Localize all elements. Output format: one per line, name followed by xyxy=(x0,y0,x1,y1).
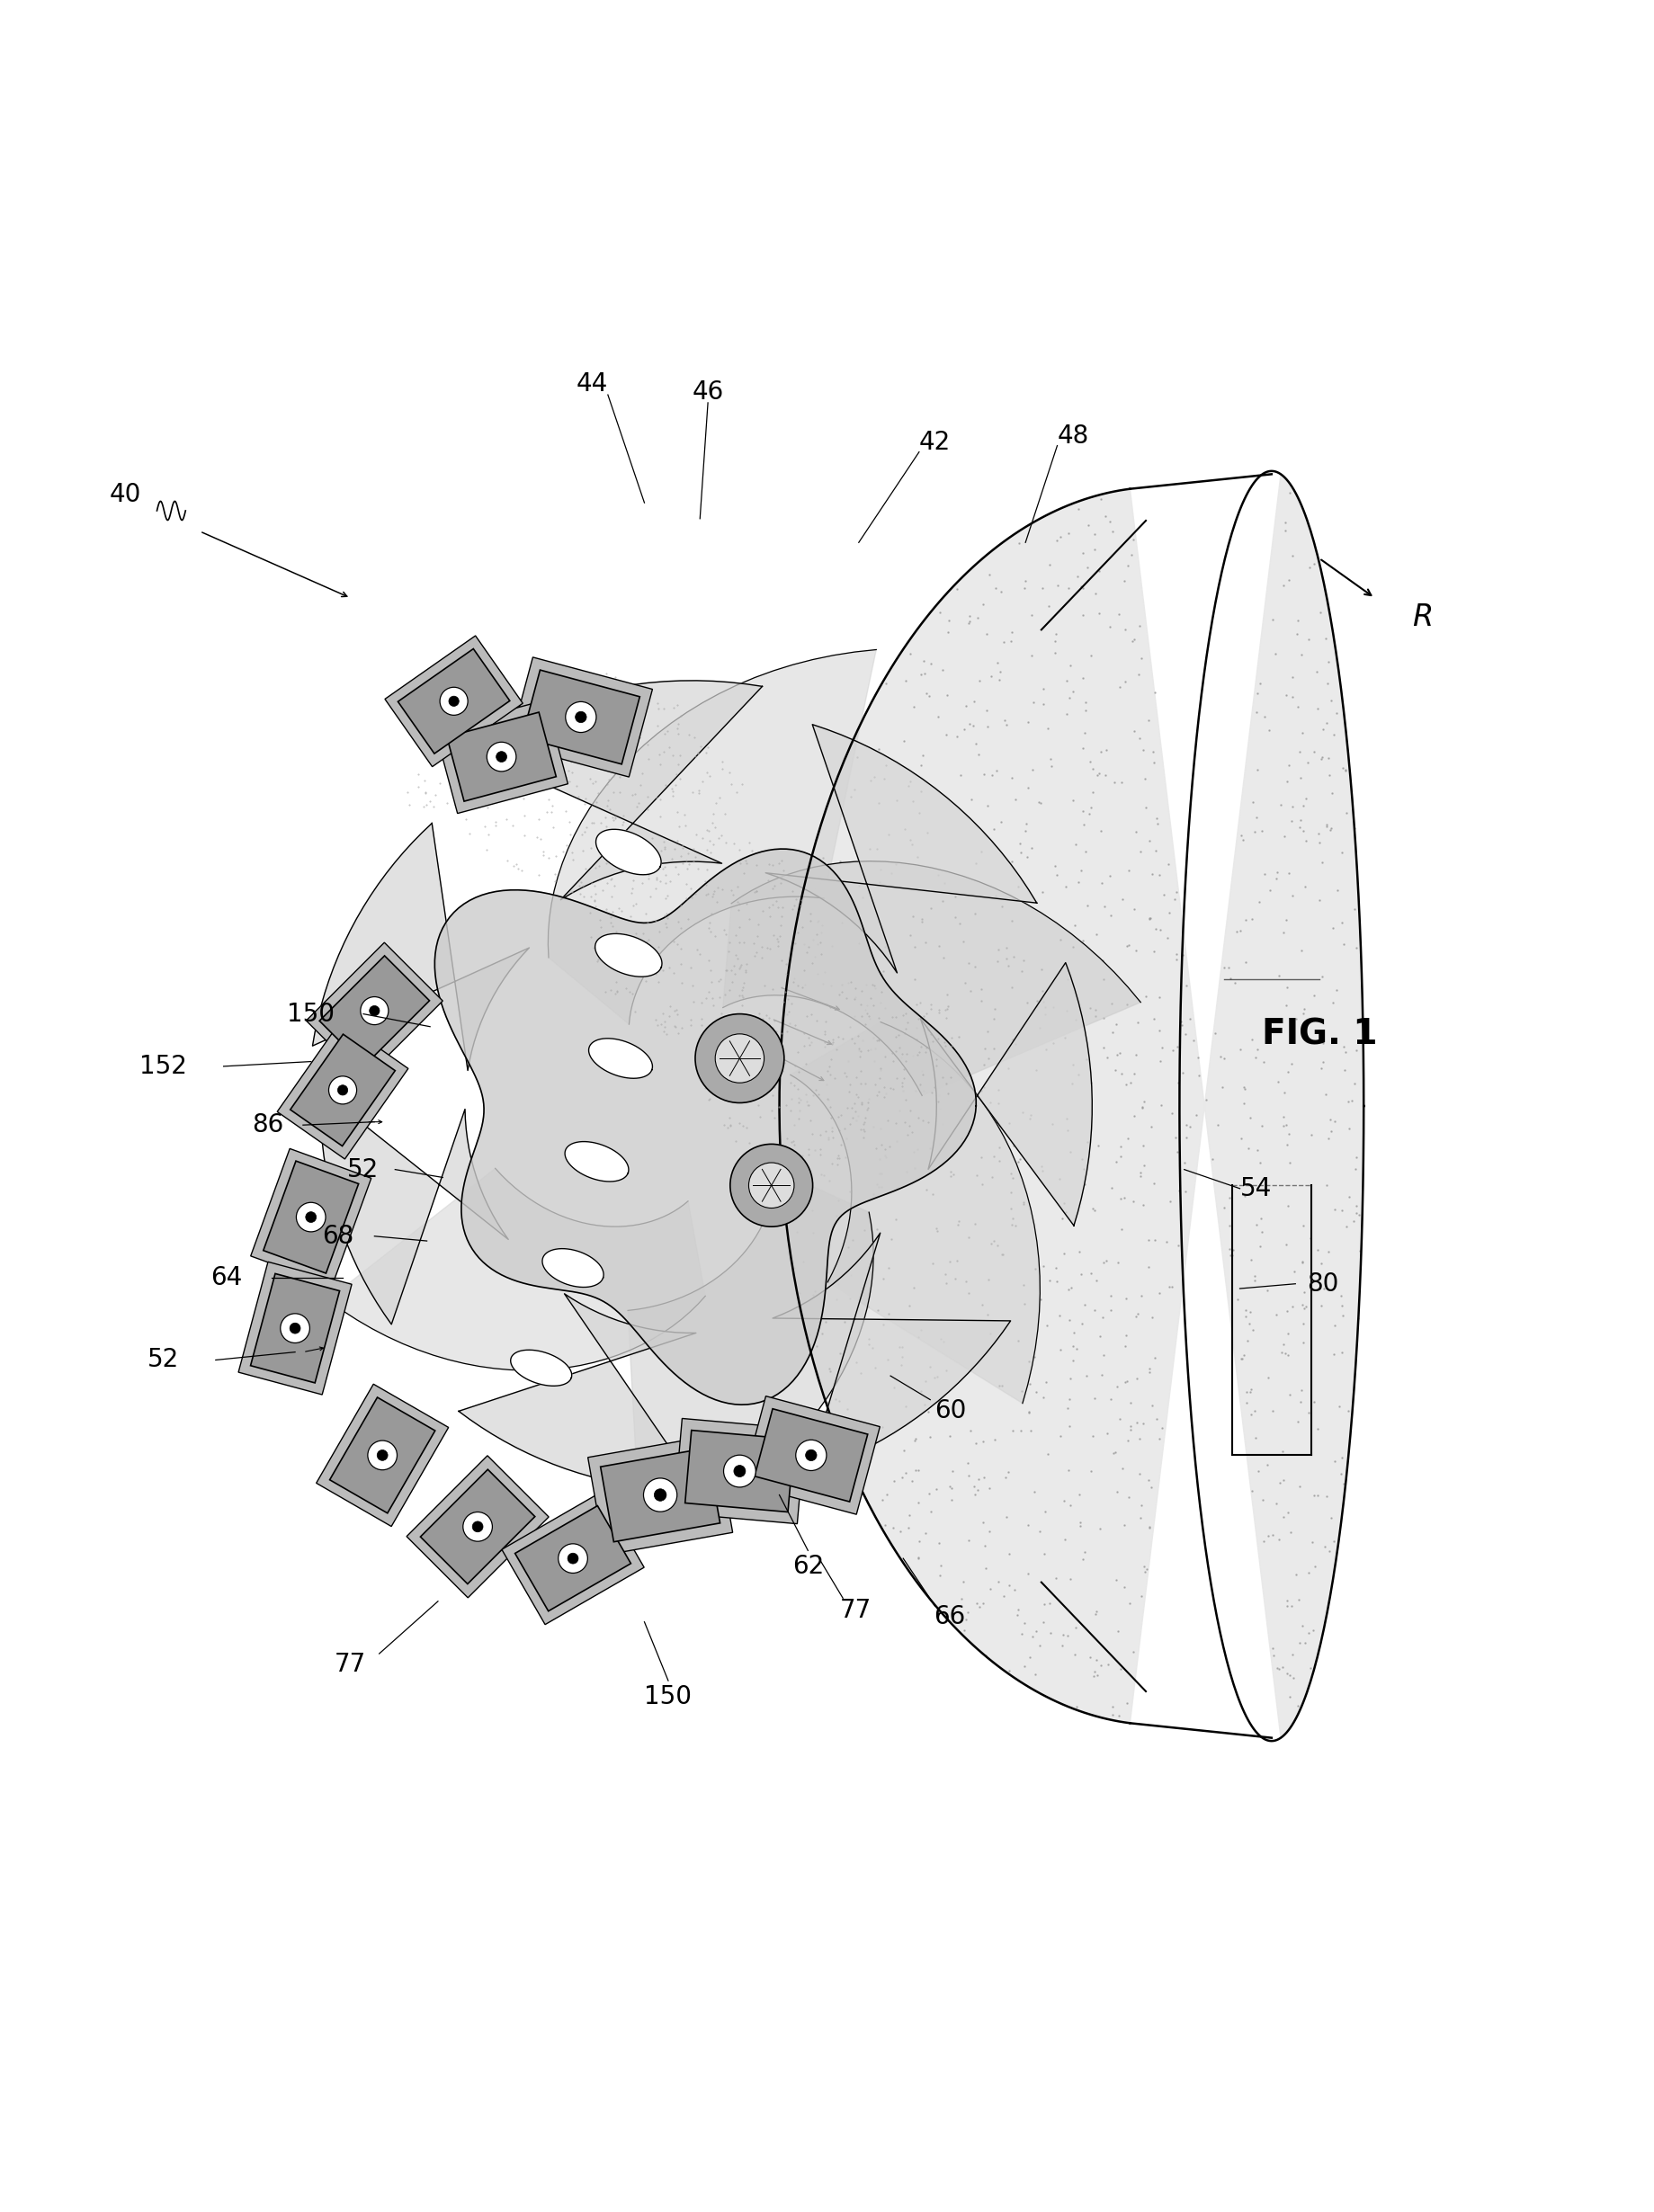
Polygon shape xyxy=(629,1168,873,1531)
Text: 86: 86 xyxy=(251,1113,284,1137)
Circle shape xyxy=(369,1006,379,1015)
Polygon shape xyxy=(509,657,652,776)
Circle shape xyxy=(723,1455,756,1486)
Text: 60: 60 xyxy=(935,1398,966,1422)
Text: 77: 77 xyxy=(840,1599,872,1624)
Polygon shape xyxy=(278,1022,409,1159)
Circle shape xyxy=(655,1489,667,1502)
Circle shape xyxy=(695,1013,784,1104)
Polygon shape xyxy=(685,1431,794,1513)
Circle shape xyxy=(486,741,516,772)
Polygon shape xyxy=(407,1455,549,1597)
Polygon shape xyxy=(754,1409,868,1502)
Circle shape xyxy=(296,1203,326,1232)
Text: R: R xyxy=(1413,602,1432,633)
Circle shape xyxy=(559,1544,587,1573)
Polygon shape xyxy=(319,956,430,1066)
Polygon shape xyxy=(385,635,523,768)
Polygon shape xyxy=(321,1091,508,1325)
Polygon shape xyxy=(435,849,976,1405)
Circle shape xyxy=(567,1553,579,1564)
Polygon shape xyxy=(316,1385,448,1526)
Polygon shape xyxy=(447,712,556,801)
Polygon shape xyxy=(600,1449,719,1542)
Circle shape xyxy=(281,1314,309,1343)
Circle shape xyxy=(566,701,595,732)
Text: 46: 46 xyxy=(691,378,724,405)
Circle shape xyxy=(289,1323,301,1334)
Polygon shape xyxy=(743,1396,880,1515)
Circle shape xyxy=(805,1449,817,1460)
Polygon shape xyxy=(587,1436,733,1555)
Polygon shape xyxy=(766,726,1037,973)
Polygon shape xyxy=(566,1141,629,1181)
Circle shape xyxy=(473,1522,483,1533)
Polygon shape xyxy=(313,823,529,1071)
Text: 40: 40 xyxy=(109,482,141,507)
Circle shape xyxy=(329,1077,357,1104)
Polygon shape xyxy=(306,942,443,1079)
Circle shape xyxy=(367,1440,397,1471)
Text: 80: 80 xyxy=(1307,1272,1338,1296)
Polygon shape xyxy=(420,1469,534,1584)
Polygon shape xyxy=(589,1037,652,1079)
Circle shape xyxy=(749,1164,794,1208)
Circle shape xyxy=(463,1513,493,1542)
Circle shape xyxy=(729,1144,812,1228)
Circle shape xyxy=(440,688,468,714)
Text: 150: 150 xyxy=(288,1002,334,1026)
Text: 66: 66 xyxy=(933,1604,966,1630)
Text: 152: 152 xyxy=(139,1053,187,1079)
Polygon shape xyxy=(547,650,877,1024)
Circle shape xyxy=(576,712,587,723)
Polygon shape xyxy=(595,830,662,874)
Polygon shape xyxy=(458,1294,698,1491)
Polygon shape xyxy=(291,1035,395,1146)
Polygon shape xyxy=(435,701,567,814)
Text: 77: 77 xyxy=(334,1652,367,1677)
Polygon shape xyxy=(523,670,640,763)
Polygon shape xyxy=(238,1261,352,1394)
Polygon shape xyxy=(327,1168,705,1371)
Polygon shape xyxy=(511,1349,572,1387)
Text: 52: 52 xyxy=(147,1347,179,1374)
Text: 42: 42 xyxy=(920,429,951,456)
Polygon shape xyxy=(595,933,662,978)
Polygon shape xyxy=(463,681,762,900)
Polygon shape xyxy=(250,1274,339,1382)
Circle shape xyxy=(448,697,458,706)
Circle shape xyxy=(337,1086,347,1095)
Text: 64: 64 xyxy=(212,1265,243,1290)
Polygon shape xyxy=(251,1148,370,1285)
Polygon shape xyxy=(263,1161,359,1274)
Circle shape xyxy=(496,752,506,763)
Circle shape xyxy=(715,1033,764,1084)
Circle shape xyxy=(643,1478,676,1511)
Circle shape xyxy=(377,1449,387,1460)
Polygon shape xyxy=(329,1398,435,1513)
Text: 54: 54 xyxy=(1240,1177,1272,1201)
Text: 48: 48 xyxy=(1057,422,1088,449)
Polygon shape xyxy=(791,1022,1040,1402)
Polygon shape xyxy=(779,473,1363,1739)
Circle shape xyxy=(796,1440,827,1471)
Circle shape xyxy=(734,1464,746,1478)
Polygon shape xyxy=(543,1248,604,1287)
Text: 68: 68 xyxy=(323,1223,354,1250)
Polygon shape xyxy=(514,1506,630,1610)
Polygon shape xyxy=(772,1232,1011,1473)
Polygon shape xyxy=(399,648,509,754)
Text: FIG. 1: FIG. 1 xyxy=(1262,1018,1378,1051)
Circle shape xyxy=(361,998,389,1024)
Text: 150: 150 xyxy=(645,1683,691,1710)
Circle shape xyxy=(306,1212,316,1223)
Polygon shape xyxy=(673,1418,805,1524)
Polygon shape xyxy=(723,860,1141,1095)
Text: 44: 44 xyxy=(576,372,609,396)
Text: 52: 52 xyxy=(347,1157,379,1181)
Polygon shape xyxy=(920,962,1092,1225)
Text: 62: 62 xyxy=(792,1553,824,1579)
Polygon shape xyxy=(501,1493,643,1624)
